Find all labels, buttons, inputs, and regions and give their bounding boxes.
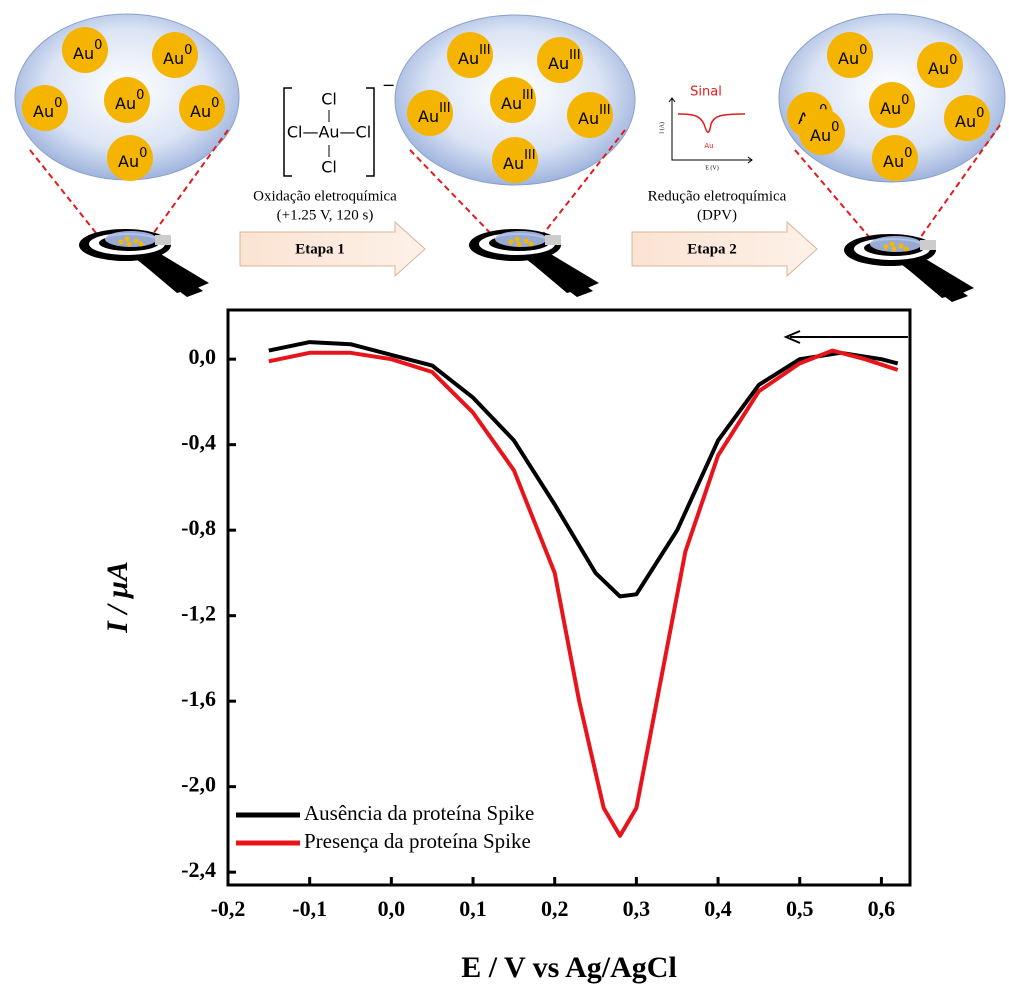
particle-element: Au (418, 107, 439, 126)
x-tick-label: 0,0 (378, 896, 406, 921)
particle-element: Au (73, 44, 94, 63)
x-tick-label: 0,1 (459, 896, 487, 921)
particle-oxidation: 0 (904, 146, 912, 161)
inset: Sinal Au I (A) E (V) (658, 85, 752, 172)
inset-label: Au (704, 142, 713, 150)
data-line (269, 351, 898, 836)
particle-element: Au (190, 102, 211, 121)
step-text: Oxidação eletroquímica (253, 188, 397, 204)
x-tick-label: 0,5 (786, 896, 814, 921)
x-tick-label: 0,6 (868, 896, 896, 921)
particle-element: Au (163, 49, 184, 68)
particle-element: Au (955, 112, 976, 131)
x-tick-label: -0,2 (211, 896, 246, 921)
y-tick-label: -2,0 (181, 772, 216, 797)
step-label: Etapa 2 (687, 241, 737, 257)
particle-oxidation: III (522, 88, 534, 103)
particle-element: Au (883, 152, 904, 171)
figure: Cl Cl—Au—Cl Cl − Oxidação eletroquímica … (0, 0, 1009, 993)
particle-element: Au (548, 54, 569, 73)
inset-label: I (A) (658, 122, 665, 134)
step-text: (+1.25 V, 120 s) (277, 207, 374, 223)
particle-oxidation: III (599, 103, 611, 118)
y-axis-label: I / μA (101, 561, 134, 634)
complex-atom: Cl (321, 90, 337, 109)
particle-element: Au (458, 49, 479, 68)
particle-oxidation: 0 (139, 146, 147, 161)
complex-charge: − (382, 76, 395, 95)
particle-oxidation: 0 (949, 53, 957, 68)
data-line (269, 342, 898, 596)
particle-oxidation: 0 (94, 38, 102, 53)
electrode (79, 229, 209, 297)
y-tick-label: -1,6 (181, 686, 216, 711)
particle-element: Au (810, 126, 831, 145)
plot-frame (228, 310, 910, 885)
particle-element: Au (928, 59, 949, 78)
step-text: Redução eletroquímica (648, 188, 787, 204)
y-tick-label: 0,0 (189, 344, 217, 369)
scan-arrow (786, 331, 908, 343)
inset-label: Sinal (690, 85, 722, 100)
y-tick-label: -2,4 (181, 857, 216, 882)
y-tick-label: -0,8 (181, 515, 216, 540)
particle-element: Au (118, 152, 139, 171)
x-tick-label: -0,1 (292, 896, 327, 921)
x-axis-label: E / V vs Ag/AgCl (461, 951, 677, 984)
particle-element: Au (838, 49, 859, 68)
particle-element: Au (33, 102, 54, 121)
step-text: (DPV) (697, 207, 737, 223)
particle-oxidation: 0 (211, 96, 219, 111)
particle-oxidation: III (569, 48, 581, 63)
particle-element: Au (880, 99, 901, 118)
particle-element: Au (578, 109, 599, 128)
y-tick-label: -1,2 (181, 601, 216, 626)
legend-label: Ausência da proteína Spike (304, 801, 534, 825)
complex-atom: Cl—Au—Cl (287, 123, 371, 142)
particle-oxidation: 0 (54, 96, 62, 111)
electrode (469, 229, 599, 297)
x-tick-label: 0,2 (541, 896, 569, 921)
particle-element: Au (115, 94, 136, 113)
particle-element: Au (501, 94, 522, 113)
electrode (844, 234, 974, 302)
particle-oxidation: 0 (859, 43, 867, 58)
particle-oxidation: 0 (976, 106, 984, 121)
inset-label: E (V) (705, 164, 719, 171)
particle-oxidation: 0 (136, 88, 144, 103)
particle-oxidation: 0 (901, 93, 909, 108)
legend-label: Presença da proteína Spike (304, 829, 531, 853)
particle-oxidation: 0 (184, 43, 192, 58)
particle-element: Au (503, 154, 524, 173)
particle-oxidation: III (524, 148, 536, 163)
complex-atom: Cl (321, 158, 337, 177)
complex: Cl Cl—Au—Cl Cl − (284, 76, 395, 177)
particle-oxidation: III (439, 101, 451, 116)
step-label: Etapa 1 (295, 241, 345, 257)
particle-oxidation: III (479, 43, 491, 58)
x-tick-label: 0,4 (704, 896, 732, 921)
y-tick-label: -0,4 (181, 430, 216, 455)
particle-oxidation: 0 (831, 120, 839, 135)
x-tick-label: 0,3 (623, 896, 651, 921)
